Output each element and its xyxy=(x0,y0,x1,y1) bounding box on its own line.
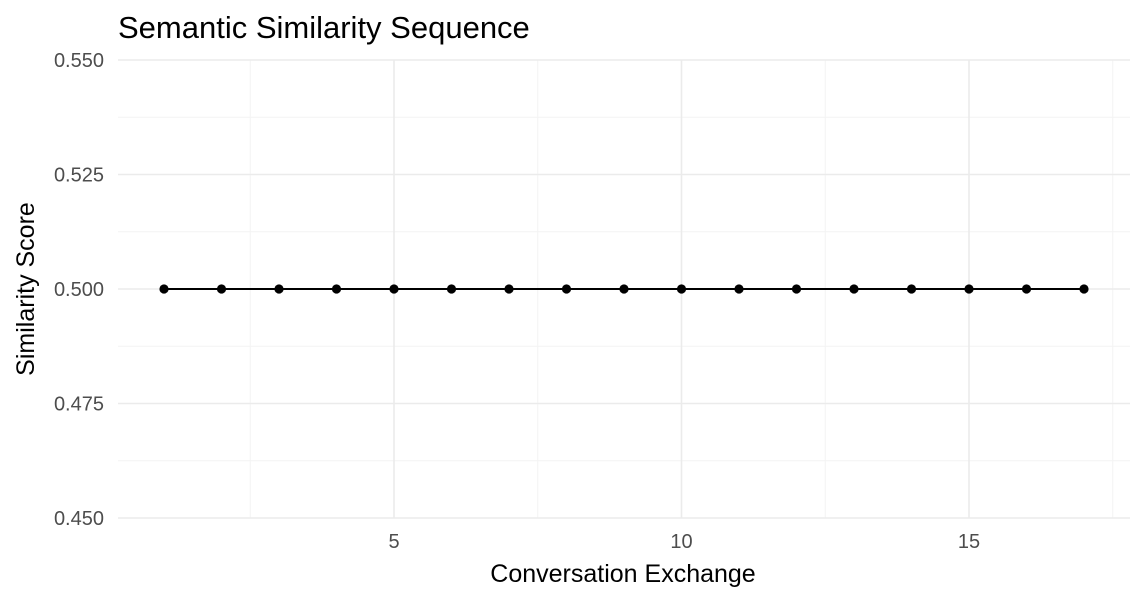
y-tick-label: 0.475 xyxy=(54,394,104,416)
data-point xyxy=(676,284,687,294)
x-tick-label: 15 xyxy=(958,531,980,553)
data-point xyxy=(159,284,169,294)
data-point xyxy=(389,284,399,294)
data-point xyxy=(446,284,457,294)
x-tick-label: 10 xyxy=(670,531,692,553)
data-point xyxy=(619,284,629,294)
data-point xyxy=(216,284,227,294)
data-point xyxy=(504,284,514,294)
data-point xyxy=(791,284,802,294)
y-tick-label: 0.450 xyxy=(54,508,104,530)
data-point xyxy=(964,284,974,294)
y-axis-ticks: 0.450 0.475 0.500 0.525 0.550 xyxy=(54,50,104,530)
x-axis-title: Conversation Exchange xyxy=(490,560,755,588)
y-tick-label: 0.550 xyxy=(54,50,104,72)
data-point xyxy=(906,284,917,294)
data-point xyxy=(561,284,572,294)
x-axis-ticks: 5 10 15 xyxy=(388,531,980,553)
data-point xyxy=(1021,284,1032,294)
data-point xyxy=(849,284,859,294)
chart-title: Semantic Similarity Sequence xyxy=(118,10,530,45)
x-tick-label: 5 xyxy=(388,531,399,553)
data-point xyxy=(331,284,342,294)
data-point xyxy=(274,284,284,294)
data-point xyxy=(1079,284,1089,294)
data-point xyxy=(734,284,744,294)
y-tick-label: 0.500 xyxy=(54,279,104,301)
y-axis-title: Similarity Score xyxy=(12,202,40,376)
y-tick-label: 0.525 xyxy=(54,165,104,187)
series xyxy=(159,284,1089,294)
